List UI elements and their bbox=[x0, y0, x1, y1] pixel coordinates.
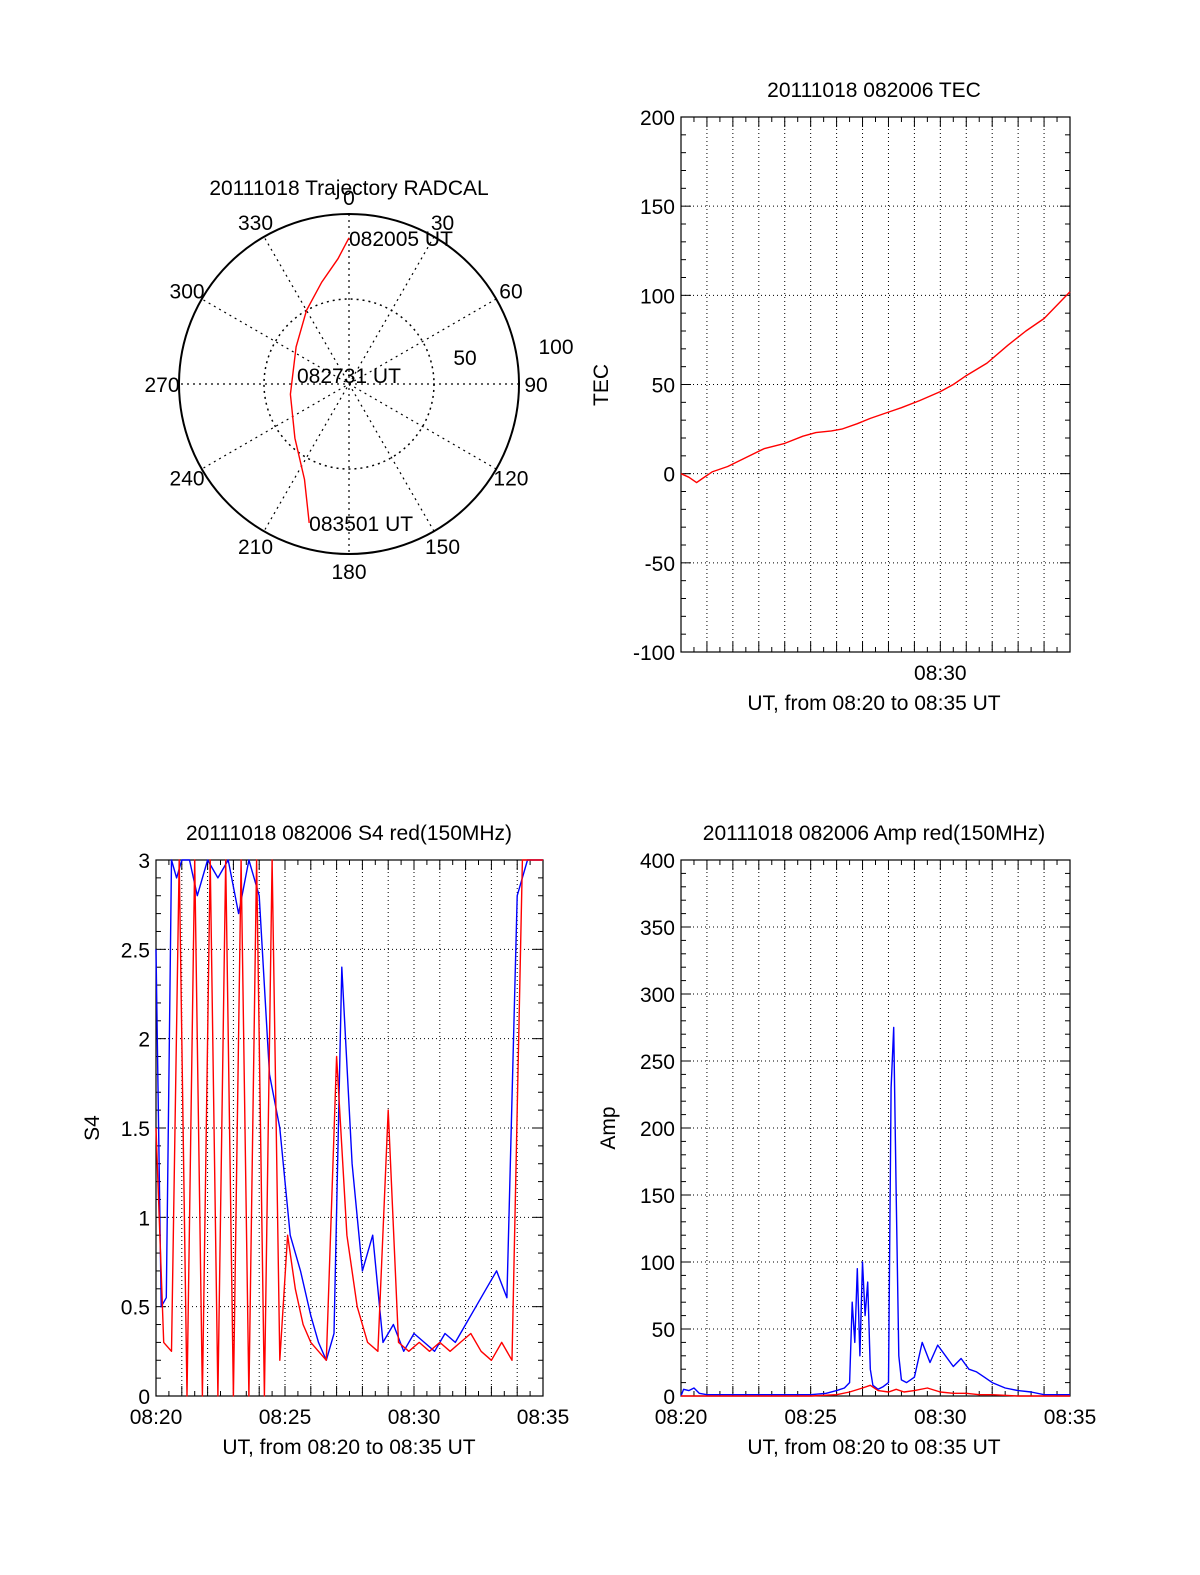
s4-ytick-label: 3 bbox=[138, 850, 150, 873]
tec-plot: 20111018 082006 TEC UT, from 08:20 to 08… bbox=[590, 79, 1071, 715]
tec-ytick-label: -100 bbox=[633, 642, 675, 665]
tec-xlabel: UT, from 08:20 to 08:35 UT bbox=[747, 692, 1000, 715]
amp-series-1-line bbox=[681, 1384, 1070, 1397]
s4-series-1-line bbox=[155, 859, 543, 1397]
trajectory-azimuth-label: 330 bbox=[238, 212, 273, 235]
amp-ytick-label: 250 bbox=[640, 1051, 675, 1074]
tec-ytick-label: 100 bbox=[640, 285, 675, 308]
trajectory-azimuth-label: 0 bbox=[343, 187, 355, 210]
trajectory-track bbox=[289, 237, 350, 523]
amp-ytick-label: 0 bbox=[663, 1386, 675, 1409]
amp-title: 20111018 082006 Amp red(150MHz) bbox=[703, 822, 1045, 845]
amp-ytick-label: 400 bbox=[640, 850, 675, 873]
amp-ylabel: Amp bbox=[597, 1106, 620, 1149]
s4-xtick-label: 08:35 bbox=[517, 1406, 570, 1429]
trajectory-azimuth-label: 60 bbox=[499, 281, 522, 304]
trajectory-title: 20111018 Trajectory RADCAL bbox=[209, 177, 488, 200]
amp-ytick-label: 150 bbox=[640, 1185, 675, 1208]
trajectory-plot: 20111018 Trajectory RADCAL 0 30 60 90 120 150… bbox=[144, 177, 573, 584]
trajectory-line bbox=[289, 237, 350, 523]
amp-axes: 0 50 100 150 200 250 300 350 400 08:20 08:25 08:30 0… bbox=[640, 850, 1096, 1429]
amp-xtick-label: 08:30 bbox=[914, 1406, 967, 1429]
s4-ytick-label: 2.5 bbox=[121, 939, 150, 962]
trajectory-azimuth-label: 120 bbox=[493, 468, 528, 491]
tec-series bbox=[680, 291, 1071, 484]
trajectory-azimuth-label: 270 bbox=[144, 374, 179, 397]
trajectory-ring-label: 100 bbox=[538, 336, 573, 359]
amp-xtick-label: 08:35 bbox=[1044, 1406, 1097, 1429]
amp-xtick-label: 08:25 bbox=[784, 1406, 837, 1429]
trajectory-azimuth-label: 30 bbox=[431, 212, 454, 235]
tec-axes: -100 -50 0 50 100 150 200 08:30 bbox=[633, 107, 1071, 685]
tec-series-0-line bbox=[680, 291, 1071, 484]
trajectory-middle-label: 082731 UT bbox=[297, 365, 401, 388]
s4-ytick-label: 0.5 bbox=[121, 1297, 150, 1320]
s4-xtick-label: 08:20 bbox=[130, 1406, 183, 1429]
amp-plot: 20111018 082006 Amp red(150MHz) UT, from… bbox=[597, 822, 1096, 1459]
trajectory-start-label: 082005 UT bbox=[349, 228, 453, 251]
s4-plot: 20111018 082006 S4 red(150MHz) UT, from … bbox=[81, 822, 569, 1459]
s4-xtick-label: 08:30 bbox=[388, 1406, 441, 1429]
s4-title: 20111018 082006 S4 red(150MHz) bbox=[186, 822, 512, 845]
s4-ytick-label: 0 bbox=[138, 1386, 150, 1409]
s4-series-0-line bbox=[155, 859, 543, 1361]
amp-ytick-label: 300 bbox=[640, 984, 675, 1007]
s4-ytick-label: 1.5 bbox=[121, 1118, 150, 1141]
amp-ytick-label: 100 bbox=[640, 1252, 675, 1275]
trajectory-azimuth-label: 90 bbox=[524, 374, 547, 397]
tec-ytick-label: 200 bbox=[640, 107, 675, 130]
trajectory-azimuth-label: 180 bbox=[331, 561, 366, 584]
trajectory-spoke bbox=[263, 236, 435, 532]
tec-xtick-label: 08:30 bbox=[914, 662, 967, 685]
s4-xtick-label: 08:25 bbox=[259, 1406, 312, 1429]
trajectory-azimuth-label: 210 bbox=[238, 536, 273, 559]
amp-ytick-label: 50 bbox=[652, 1319, 675, 1342]
amp-series bbox=[680, 1026, 1070, 1397]
amp-ytick-label: 200 bbox=[640, 1118, 675, 1141]
amp-xlabel: UT, from 08:20 to 08:35 UT bbox=[747, 1436, 1000, 1459]
trajectory-grid bbox=[178, 213, 520, 555]
s4-ytick-label: 1 bbox=[138, 1207, 150, 1230]
tec-title: 20111018 082006 TEC bbox=[767, 79, 981, 102]
s4-ylabel: S4 bbox=[81, 1115, 104, 1141]
tec-ylabel: TEC bbox=[590, 364, 613, 406]
tec-frame bbox=[680, 116, 1071, 653]
s4-ytick-label: 2 bbox=[138, 1029, 150, 1052]
trajectory-labels: 0 30 60 90 120 150 180 210 240 270 300 330 50 100 0820… bbox=[144, 187, 573, 584]
trajectory-end-label: 083501 UT bbox=[309, 513, 413, 536]
trajectory-ring-label: 50 bbox=[453, 347, 476, 370]
trajectory-azimuth-label: 300 bbox=[170, 281, 205, 304]
amp-frame bbox=[680, 859, 1071, 1397]
s4-xlabel: UT, from 08:20 to 08:35 UT bbox=[222, 1436, 475, 1459]
trajectory-azimuth-label: 240 bbox=[170, 468, 205, 491]
amp-series-0-line bbox=[680, 1026, 1070, 1397]
tec-ytick-label: -50 bbox=[645, 553, 675, 576]
s4-series bbox=[155, 859, 543, 1397]
tec-ytick-label: 0 bbox=[663, 464, 675, 487]
amp-xtick-label: 08:20 bbox=[655, 1406, 708, 1429]
tec-ytick-label: 50 bbox=[652, 375, 675, 398]
trajectory-azimuth-label: 150 bbox=[425, 536, 460, 559]
tec-ytick-label: 150 bbox=[640, 196, 675, 219]
amp-ytick-label: 350 bbox=[640, 917, 675, 940]
